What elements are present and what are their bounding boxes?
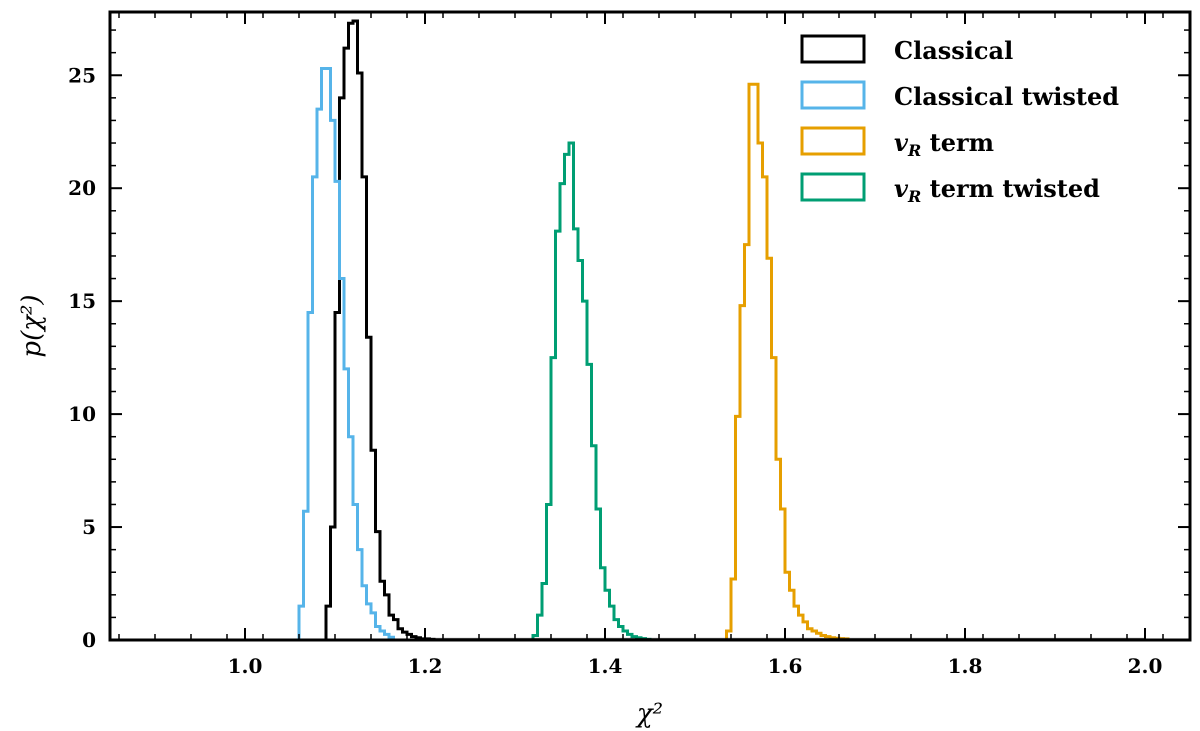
legend-label: Classical bbox=[894, 36, 1013, 65]
series-classical-twisted-step bbox=[297, 66, 395, 640]
legend: Classical Classical twisted vR term vR term… bbox=[800, 34, 1119, 206]
x-tick-label: 2.0 bbox=[1128, 654, 1163, 678]
series-classical-step bbox=[324, 19, 436, 641]
x-tick-label: 1.0 bbox=[228, 654, 263, 678]
x-axis-label: χ² bbox=[635, 699, 663, 729]
tick-layer: 1.0 1.2 1.4 1.6 1.8 2.0 0 5 10 15 20 25 bbox=[68, 12, 1190, 678]
legend-label: vR term bbox=[894, 128, 994, 160]
series-v-r-term-step bbox=[725, 82, 850, 641]
plot-frame bbox=[108, 10, 1192, 642]
x-tick-label: 1.2 bbox=[408, 654, 443, 678]
legend-swatch bbox=[800, 80, 866, 110]
legend-swatch bbox=[800, 126, 866, 156]
legend-swatch bbox=[800, 172, 866, 202]
y-tick-label: 0 bbox=[82, 628, 96, 652]
y-tick-label: 10 bbox=[68, 402, 96, 426]
y-tick-label: 5 bbox=[82, 515, 96, 539]
y-tick-label: 20 bbox=[68, 176, 96, 200]
x-tick-label: 1.6 bbox=[768, 654, 803, 678]
y-tick-label: 15 bbox=[68, 289, 96, 313]
y-axis-label: p(χ²) bbox=[17, 294, 47, 357]
legend-label: Classical twisted bbox=[894, 82, 1119, 111]
series-v-r-term-twisted-step bbox=[531, 141, 652, 641]
legend-label: vR term twisted bbox=[894, 174, 1100, 206]
series-layer bbox=[297, 19, 1145, 641]
legend-swatch bbox=[800, 34, 866, 64]
x-tick-label: 1.8 bbox=[948, 654, 983, 678]
x-tick-label: 1.4 bbox=[588, 654, 623, 678]
y-tick-label: 25 bbox=[68, 63, 96, 87]
